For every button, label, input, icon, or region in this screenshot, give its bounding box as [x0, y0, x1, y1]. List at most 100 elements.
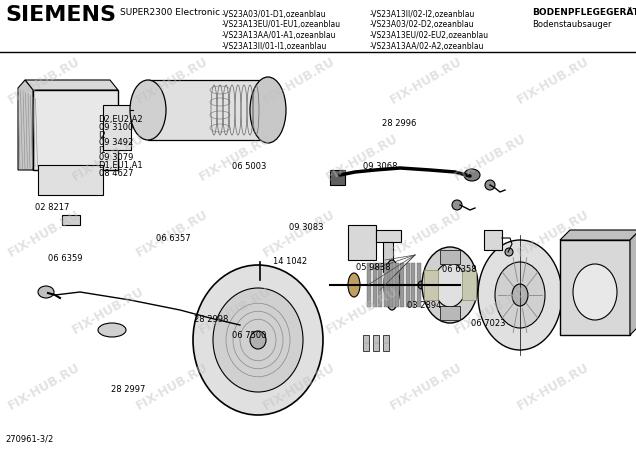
Bar	[38, 165, 103, 195]
Bar	[378, 263, 382, 307]
Bar	[440, 306, 460, 320]
Text: 09 3100: 09 3100	[99, 123, 133, 132]
Text: -VS23A13II/02-I2,ozeanblau: -VS23A13II/02-I2,ozeanblau	[370, 10, 475, 19]
Text: FIX-HUB.RU: FIX-HUB.RU	[515, 55, 591, 107]
Bar	[484, 230, 502, 250]
Text: FIX-HUB.RU: FIX-HUB.RU	[452, 284, 528, 337]
Text: FIX-HUB.RU: FIX-HUB.RU	[197, 284, 273, 337]
Bar	[630, 274, 636, 283]
Text: FIX-HUB.RU: FIX-HUB.RU	[388, 55, 464, 107]
Bar	[630, 261, 636, 270]
Bar	[440, 250, 460, 264]
Text: D2,EU2,A2: D2,EU2,A2	[99, 115, 143, 124]
Ellipse shape	[505, 248, 513, 256]
Text: I2: I2	[99, 130, 106, 140]
Text: FIX-HUB.RU: FIX-HUB.RU	[261, 55, 337, 107]
Ellipse shape	[573, 264, 617, 320]
Bar	[630, 313, 636, 322]
Bar	[630, 287, 636, 296]
Ellipse shape	[250, 77, 286, 143]
Text: FIX-HUB.RU: FIX-HUB.RU	[261, 361, 337, 413]
Text: FIX-HUB.RU: FIX-HUB.RU	[324, 284, 401, 337]
Text: D1,EU1,A1: D1,EU1,A1	[99, 161, 143, 170]
Text: SUPER2300 Electronic: SUPER2300 Electronic	[120, 8, 220, 17]
Text: FIX-HUB.RU: FIX-HUB.RU	[388, 361, 464, 413]
Text: FIX-HUB.RU: FIX-HUB.RU	[134, 55, 210, 107]
Text: FIX-HUB.RU: FIX-HUB.RU	[261, 208, 337, 260]
Ellipse shape	[98, 323, 126, 337]
Polygon shape	[18, 80, 33, 170]
Ellipse shape	[495, 262, 545, 328]
Text: FIX-HUB.RU: FIX-HUB.RU	[452, 131, 528, 184]
Text: -VS23A13II/01-I1,ozeanblau: -VS23A13II/01-I1,ozeanblau	[222, 41, 328, 50]
Ellipse shape	[485, 180, 495, 190]
Text: FIX-HUB.RU: FIX-HUB.RU	[134, 208, 210, 260]
Bar	[400, 263, 404, 307]
Text: 06 6358: 06 6358	[442, 266, 476, 274]
Text: 03 2894: 03 2894	[407, 301, 441, 310]
Text: FIX-HUB.RU: FIX-HUB.RU	[6, 55, 83, 107]
Bar	[373, 263, 377, 307]
Text: FIX-HUB.RU: FIX-HUB.RU	[515, 208, 591, 260]
Bar	[383, 242, 393, 272]
Bar	[363, 335, 369, 351]
Text: I1: I1	[99, 146, 106, 155]
Text: FIX-HUB.RU: FIX-HUB.RU	[324, 131, 401, 184]
Bar	[462, 270, 476, 300]
Ellipse shape	[422, 247, 478, 323]
Bar	[376, 230, 401, 242]
Ellipse shape	[38, 286, 54, 298]
Bar	[383, 335, 389, 351]
Ellipse shape	[478, 240, 562, 350]
Text: 28 2998: 28 2998	[194, 315, 228, 324]
Bar	[411, 263, 415, 307]
Bar	[148, 80, 268, 140]
Ellipse shape	[512, 284, 528, 306]
Text: FIX-HUB.RU: FIX-HUB.RU	[134, 361, 210, 413]
Text: 14 1042: 14 1042	[273, 256, 308, 266]
Text: 06 6357: 06 6357	[156, 234, 190, 243]
Polygon shape	[630, 230, 636, 335]
Ellipse shape	[348, 273, 360, 297]
Text: 28 2997: 28 2997	[111, 385, 146, 394]
Bar	[560, 240, 630, 335]
Text: 06 5003: 06 5003	[232, 162, 266, 171]
Bar	[373, 335, 379, 351]
Ellipse shape	[464, 169, 480, 181]
Bar	[367, 263, 371, 307]
Ellipse shape	[434, 263, 466, 307]
Text: FIX-HUB.RU: FIX-HUB.RU	[515, 361, 591, 413]
Text: 02 8217: 02 8217	[35, 202, 69, 211]
Text: -VS23A13EU/02-EU2,ozeanblau: -VS23A13EU/02-EU2,ozeanblau	[370, 31, 489, 40]
Text: SIEMENS: SIEMENS	[5, 5, 116, 25]
Text: FIX-HUB.RU: FIX-HUB.RU	[70, 284, 146, 337]
Bar	[394, 263, 399, 307]
Text: FIX-HUB.RU: FIX-HUB.RU	[70, 131, 146, 184]
Bar	[389, 263, 393, 307]
Text: 09 3083: 09 3083	[289, 223, 324, 232]
Bar	[630, 300, 636, 309]
Polygon shape	[25, 80, 118, 90]
Polygon shape	[560, 230, 636, 240]
Text: FIX-HUB.RU: FIX-HUB.RU	[197, 131, 273, 184]
Ellipse shape	[384, 260, 400, 310]
Bar	[417, 263, 420, 307]
Text: Bodenstaubsauger: Bodenstaubsauger	[532, 20, 611, 29]
Text: -VS23A13EU/01-EU1,ozeanblau: -VS23A13EU/01-EU1,ozeanblau	[222, 21, 341, 30]
Bar	[330, 170, 345, 185]
Text: -VS23A03/01-D1,ozeanblau: -VS23A03/01-D1,ozeanblau	[222, 10, 327, 19]
Text: -VS23A03/02-D2,ozeanblau: -VS23A03/02-D2,ozeanblau	[370, 21, 474, 30]
Bar	[33, 90, 118, 170]
Text: 270961-3/2: 270961-3/2	[5, 435, 53, 444]
Text: 05 9838: 05 9838	[356, 263, 391, 272]
Ellipse shape	[193, 265, 323, 415]
Text: 06 7023: 06 7023	[471, 320, 505, 328]
Bar	[62, 215, 80, 225]
Bar	[630, 248, 636, 257]
Bar	[348, 225, 376, 260]
Ellipse shape	[213, 288, 303, 392]
Text: FIX-HUB.RU: FIX-HUB.RU	[6, 208, 83, 260]
Ellipse shape	[418, 281, 426, 289]
Text: BODENPFLEGEGERÄTE: BODENPFLEGEGERÄTE	[532, 8, 636, 17]
Bar	[406, 263, 410, 307]
